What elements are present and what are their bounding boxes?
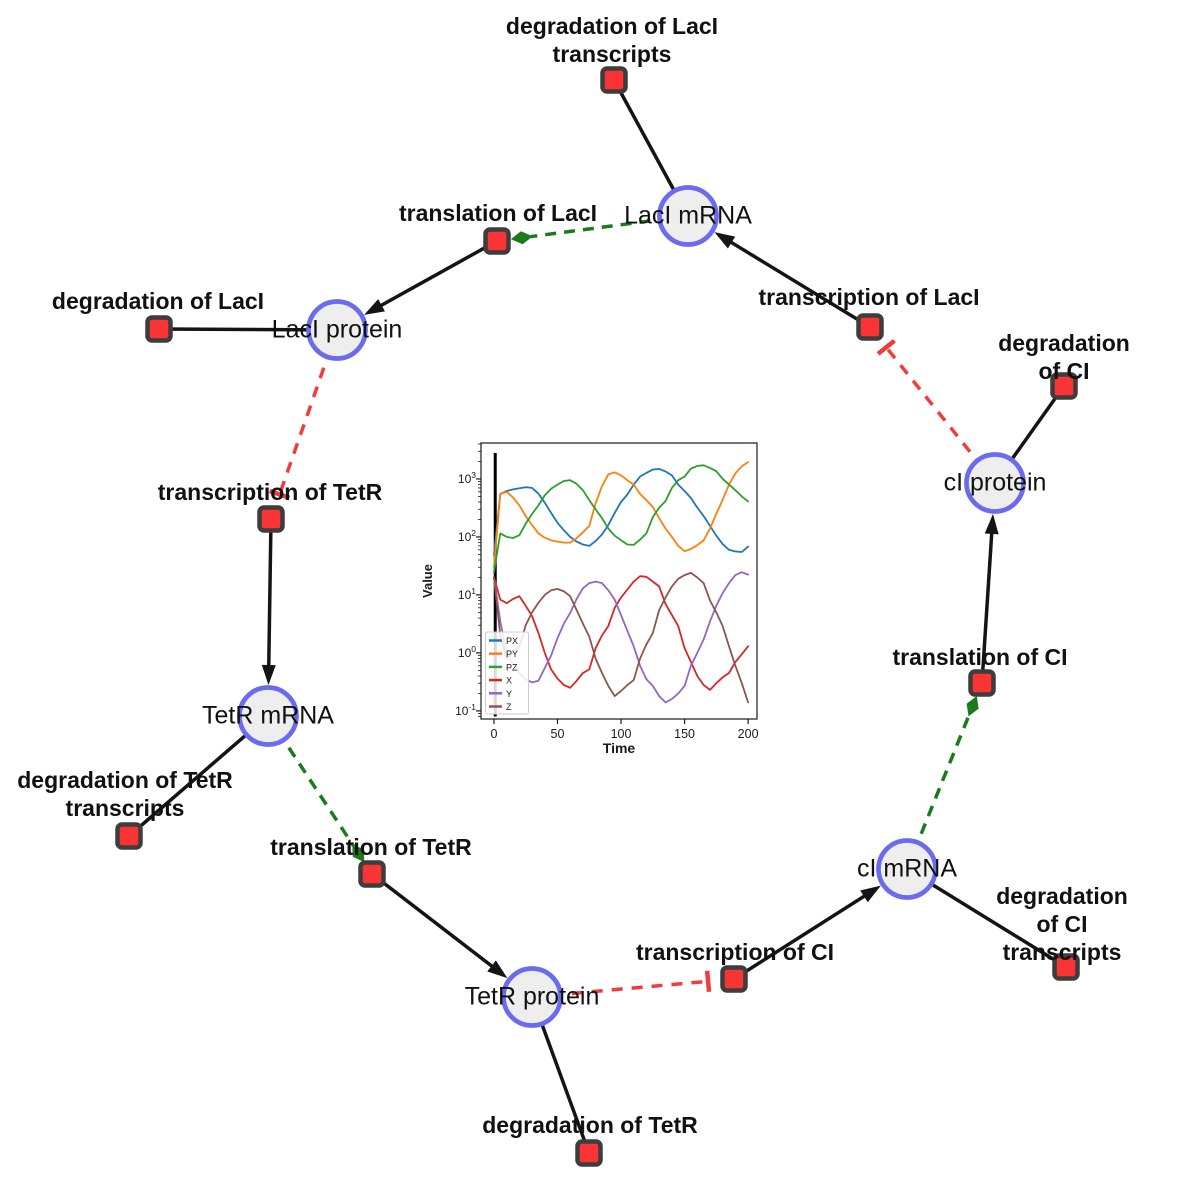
edge-transl_ci-ci_protein [980,513,999,684]
species-node-laci_protein[interactable] [306,299,368,361]
legend-label-Y: Y [506,689,512,699]
species-node-ci_mrna[interactable] [876,838,938,900]
y-tick-label: 102 [458,528,476,544]
inhibition-bar [268,488,291,501]
edge-txn_ci-ci_mrna [733,885,881,981]
nodes-layer [115,66,1080,1167]
inhibition-bar [704,970,712,992]
diamond-head [352,843,365,863]
edge-transl_tetr-tetr_protein [370,872,508,979]
diamond-head [966,695,979,717]
arrowhead [487,960,508,979]
y-axis-label: Value [420,564,435,598]
plot-legend: PX PY PZ XYZ [485,631,529,715]
reaction-node-deg_ci_tx[interactable] [1052,953,1080,981]
series-X [493,575,749,691]
reaction-node-txn_tetr[interactable] [257,505,285,533]
x-tick-label: 0 [490,727,497,741]
arrowhead [860,885,881,903]
reaction-node-txn_ci[interactable] [720,965,748,993]
plot-axes: 10-1 100 101 102 103 0 50 100 150 200 Time Value [420,443,759,756]
legend-label-PZ: PZ [506,662,518,672]
reaction-node-deg_ci[interactable] [1050,372,1078,400]
reaction-node-transl_laci[interactable] [483,227,511,255]
reaction-node-transl_tetr[interactable] [358,860,386,888]
legend-label-PX: PX [506,636,518,646]
x-axis-label: Time [603,740,636,756]
timeseries-plot: 10-1 100 101 102 103 0 50 100 150 200 Time Value PX P… [415,425,781,765]
reaction-node-deg_laci_tx[interactable] [600,66,628,94]
x-tick-label: 150 [674,727,695,741]
x-tick-label: 50 [551,727,565,741]
arrowhead [261,664,276,686]
x-tick-label: 100 [611,727,632,741]
reaction-node-transl_ci[interactable] [968,669,996,697]
edge-txn_tetr-tetr_mrna [261,518,276,686]
reaction-node-deg_tetr_tx[interactable] [115,822,143,850]
arrowhead [714,232,736,249]
reaction-node-deg_tetr[interactable] [575,1139,603,1167]
legend-label-PY: PY [506,649,518,659]
inhibition-bar [876,338,896,356]
plot-frame [480,442,758,720]
diamond-head [510,231,533,245]
y-tick-label: 103 [458,470,476,486]
edge-txn_laci-laci_mrna [714,232,871,329]
species-node-ci_protein[interactable] [964,452,1026,514]
edge-ci_mrna-deg_ci_tx [906,867,1067,969]
series-Y [493,571,749,704]
plot-series [493,461,749,704]
series-Z [493,572,749,704]
species-node-tetr_protein[interactable] [501,966,563,1028]
y-tick-label: 101 [458,586,476,602]
edge-transl_laci-laci_protein [364,239,498,315]
species-node-tetr_mrna[interactable] [237,685,299,747]
legend-label-X: X [506,676,512,686]
x-tick-label: 200 [738,727,759,741]
series-PY [493,461,749,569]
species-node-laci_mrna[interactable] [657,185,719,247]
reaction-node-txn_laci[interactable] [856,313,884,341]
arrowhead [364,299,385,315]
y-tick-label: 100 [458,644,476,660]
series-PZ [493,464,749,573]
reaction-node-deg_laci[interactable] [145,315,173,343]
legend-label-Z: Z [506,702,512,712]
y-tick-label: 10-1 [455,702,476,718]
arrowhead [984,513,999,535]
series-PX [493,468,749,556]
